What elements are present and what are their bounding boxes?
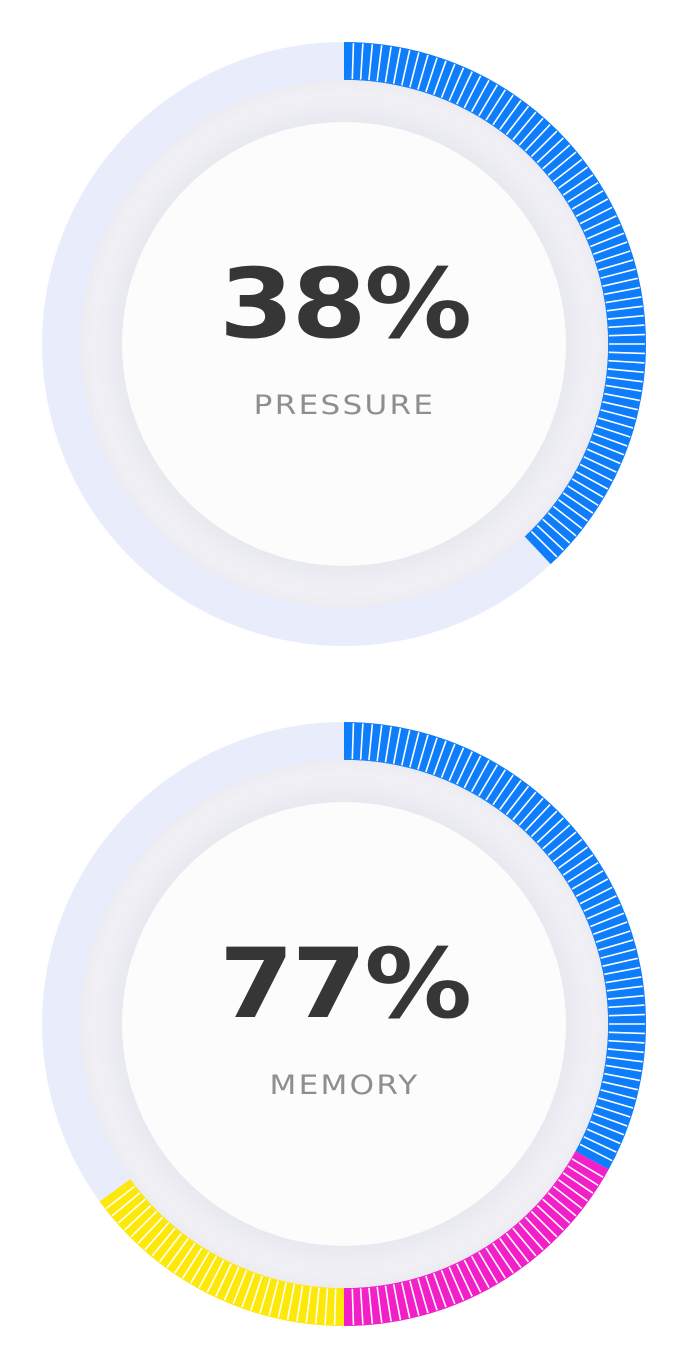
memory-ticks-magenta (351, 1158, 604, 1325)
pressure-value: 38% (219, 248, 472, 360)
pressure-ring (42, 42, 646, 646)
memory-ticks-yellow (105, 1185, 337, 1325)
memory-ring (42, 722, 646, 1326)
memory-label: MEMORY (269, 1070, 420, 1101)
pressure-label: PRESSURE (253, 390, 436, 421)
pressure-gauge-face (122, 122, 566, 566)
memory-gauge-face (122, 802, 566, 1246)
memory-value: 77% (219, 928, 472, 1040)
pressure-ticks-blue (351, 43, 645, 558)
memory-ticks-blue (351, 723, 645, 1162)
pressure-gauge: 38% PRESSURE (42, 42, 646, 646)
memory-gauge: 77% MEMORY (0, 680, 689, 1369)
